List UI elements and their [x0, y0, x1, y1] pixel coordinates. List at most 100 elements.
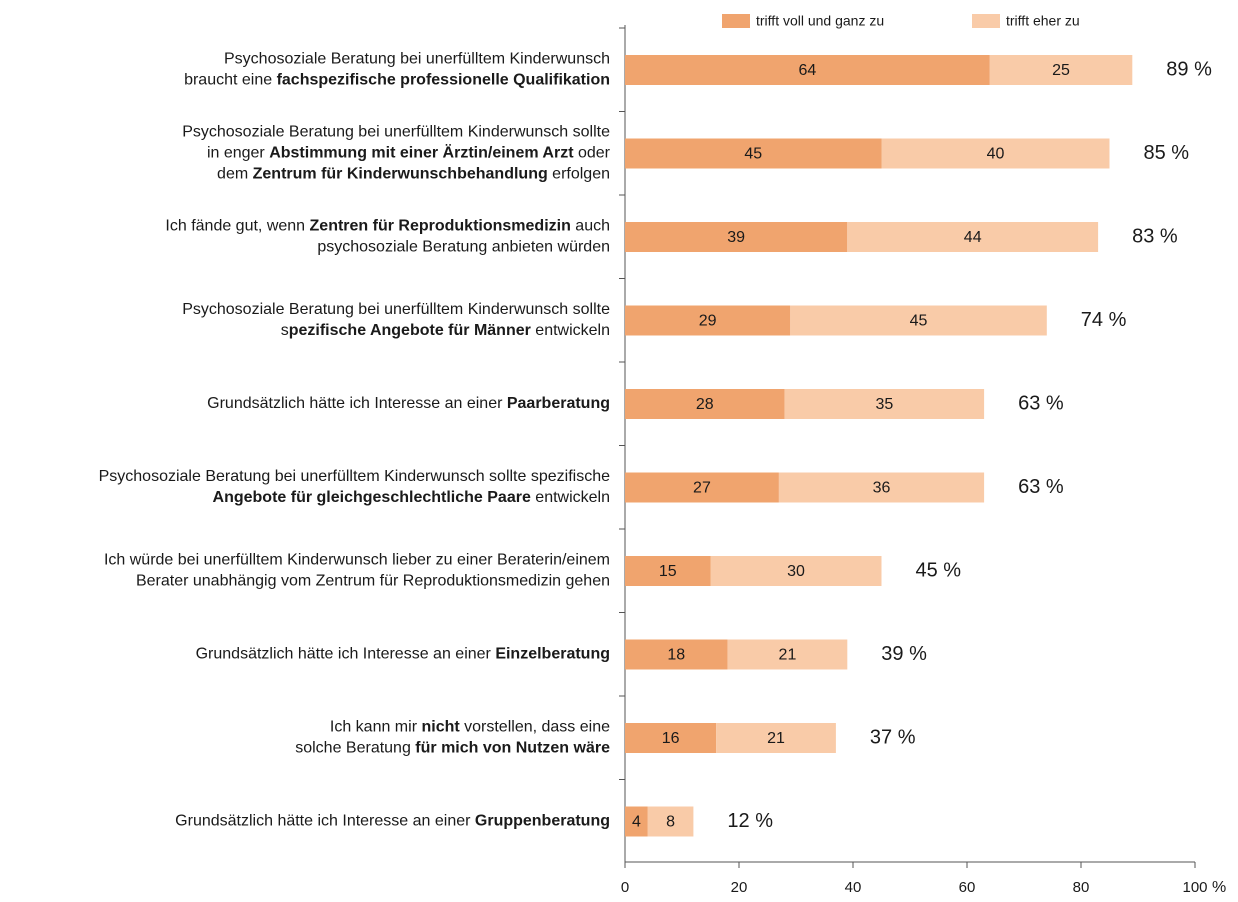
x-axis-label: %	[1212, 879, 1226, 896]
category-label: psychosoziale Beratung anbieten würden	[317, 239, 610, 256]
category-label-part: oder	[574, 145, 611, 162]
category-label-part: in enger	[207, 145, 269, 162]
category-label-part: Psychosoziale Beratung bei unerfülltem K…	[182, 301, 610, 318]
bar-segment	[625, 723, 717, 753]
category-label-part: Ich würde bei unerfülltem Kinderwunsch l…	[104, 552, 610, 569]
bar-value-label: 28	[696, 396, 714, 413]
total-label: 12 %	[727, 810, 773, 832]
category-label: Grundsätzlich hätte ich Interesse an ein…	[207, 395, 610, 412]
category-label-part: Grundsätzlich hätte ich Interesse an ein…	[175, 813, 475, 830]
bar-value-label: 36	[873, 480, 891, 497]
category-label-part: solche Beratung	[295, 740, 415, 757]
total-label: 74 %	[1081, 309, 1127, 331]
total-label: 37 %	[870, 726, 916, 748]
category-label: Psychosoziale Beratung bei unerfülltem K…	[182, 301, 610, 318]
total-label: 39 %	[881, 643, 927, 665]
bar-value-label: 45	[910, 313, 928, 330]
bar-segment	[847, 222, 1099, 252]
total-label: 85 %	[1144, 142, 1190, 164]
bar-segment	[647, 806, 694, 837]
bar-segment	[716, 723, 836, 753]
category-label-part: Psychosoziale Beratung bei unerfülltem K…	[224, 51, 610, 68]
bar-value-label: 29	[699, 313, 717, 330]
category-label-bold: pezifische Angebote für Männer	[289, 322, 531, 339]
category-label: Berater unabhängig vom Zentrum für Repro…	[136, 573, 610, 590]
category-label: Ich fände gut, wenn Zentren für Reproduk…	[165, 218, 610, 235]
x-tick-label: 20	[731, 879, 748, 896]
category-label: Ich würde bei unerfülltem Kinderwunsch l…	[104, 552, 610, 569]
bar-segment	[625, 138, 882, 169]
bar-segment	[784, 389, 985, 419]
bar-value-label: 40	[987, 146, 1005, 163]
legend-label: trifft voll und ganz zu	[756, 13, 884, 29]
category-label-bold: Gruppenberatung	[475, 813, 610, 830]
category-label-part: erfolgen	[548, 166, 610, 183]
category-label-bold: Einzelberatung	[495, 646, 610, 663]
x-tick-label: 0	[621, 879, 629, 896]
bar-segment	[710, 556, 882, 586]
category-label: solche Beratung für mich von Nutzen wäre	[295, 740, 610, 757]
x-tick-label: 80	[1073, 879, 1090, 896]
category-label: Angebote für gleichgeschlechtliche Paare…	[213, 489, 610, 506]
category-label-part: Ich fände gut, wenn	[165, 218, 309, 235]
category-label-part: braucht eine	[184, 72, 277, 89]
category-label: in enger Abstimmung mit einer Ärztin/ein…	[207, 144, 611, 162]
total-label: 83 %	[1132, 225, 1178, 247]
category-label-part: dem	[217, 166, 253, 183]
bar-value-label: 35	[875, 396, 893, 413]
total-label: 89 %	[1166, 58, 1212, 80]
legend-swatch	[972, 14, 1000, 28]
total-label: 63 %	[1018, 392, 1064, 414]
bar-value-label: 4	[632, 814, 641, 831]
bar-segment	[989, 55, 1133, 85]
total-label: 45 %	[916, 559, 962, 581]
category-label-bold: Zentrum für Kinderwunschbehandlung	[253, 166, 548, 183]
bar-segment	[625, 806, 648, 837]
bar-segment	[625, 556, 711, 586]
category-label-bold: für mich von Nutzen wäre	[415, 740, 610, 757]
bar-value-label: 30	[787, 563, 805, 580]
bar-segment	[881, 138, 1110, 169]
bar-value-label: 18	[667, 647, 685, 664]
bar-segment	[625, 389, 785, 419]
category-label-bold: Paarberatung	[507, 395, 610, 412]
category-label-bold: nicht	[421, 719, 460, 736]
x-tick-label: 40	[845, 879, 862, 896]
category-label-part: Grundsätzlich hätte ich Interesse an ein…	[196, 646, 496, 663]
category-label-part: psychosoziale Beratung anbieten würden	[317, 239, 610, 256]
category-label: spezifische Angebote für Männer entwicke…	[281, 322, 610, 339]
category-label-part: Grundsätzlich hätte ich Interesse an ein…	[207, 395, 507, 412]
category-label-bold: Abstimmung mit einer Ärztin/einem Arzt	[269, 144, 574, 162]
category-label-bold: Zentren für Reproduktionsmedizin	[310, 218, 571, 235]
bar-value-label: 45	[744, 146, 762, 163]
category-label: Grundsätzlich hätte ich Interesse an ein…	[175, 813, 610, 830]
x-tick-label: 100	[1182, 879, 1207, 896]
category-label-part: Psychosoziale Beratung bei unerfülltem K…	[99, 468, 610, 485]
bar-value-label: 15	[659, 563, 677, 580]
x-tick-label: 60	[959, 879, 976, 896]
bar-segment	[727, 639, 848, 670]
bar-value-label: 64	[799, 62, 817, 79]
category-label-part: vorstellen, dass eine	[460, 719, 610, 736]
bar-value-label: 21	[767, 730, 785, 747]
bar-segment	[625, 305, 791, 336]
legend-label: trifft eher zu	[1006, 13, 1080, 29]
bar-value-label: 25	[1052, 62, 1070, 79]
category-label-part: Psychosoziale Beratung bei unerfülltem K…	[182, 124, 610, 141]
bar-segment	[625, 55, 990, 85]
category-label-part: entwickeln	[531, 489, 610, 506]
category-label-bold: fachspezifische professionelle Qualifika…	[277, 72, 610, 89]
bar-value-label: 44	[964, 229, 982, 246]
category-label-part: Ich kann mir	[330, 719, 422, 736]
category-label: Psychosoziale Beratung bei unerfülltem K…	[99, 468, 610, 485]
bar-value-label: 27	[693, 480, 711, 497]
total-label: 63 %	[1018, 476, 1064, 498]
bar-value-label: 21	[779, 647, 797, 664]
category-label: Grundsätzlich hätte ich Interesse an ein…	[196, 646, 610, 663]
bar-segment	[625, 639, 728, 670]
category-label: Ich kann mir nicht vorstellen, dass eine	[330, 719, 610, 736]
category-label-part: Berater unabhängig vom Zentrum für Repro…	[136, 573, 610, 590]
bar-segment	[625, 222, 848, 252]
category-label-part: s	[281, 322, 289, 339]
